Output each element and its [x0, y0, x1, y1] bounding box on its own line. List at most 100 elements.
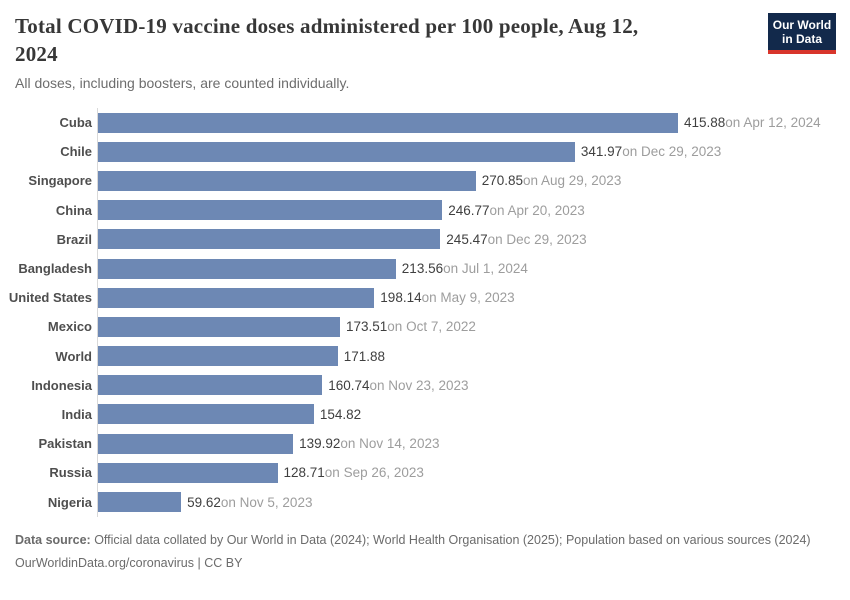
bar[interactable] [98, 170, 476, 191]
category-label: Bangladesh [18, 261, 92, 277]
category-label: Cuba [59, 115, 93, 131]
bar-area: 139.92on Nov 14, 2023 [97, 429, 850, 459]
bar[interactable] [98, 375, 323, 396]
chart-row: China 246.77on Apr 20, 2023 [0, 195, 850, 225]
value-label: 171.88 [344, 349, 385, 364]
value-number: 245.47 [446, 231, 488, 247]
value-date: on Nov 23, 2023 [369, 377, 469, 393]
bar[interactable] [98, 316, 340, 337]
value-date: on Sep 26, 2023 [324, 465, 424, 481]
chart-row: Mexico 173.51on Oct 7, 2022 [0, 312, 850, 342]
bar[interactable] [98, 404, 314, 425]
value-date: on Oct 7, 2022 [387, 319, 476, 335]
owid-logo[interactable]: Our World in Data [768, 13, 836, 54]
bar[interactable] [98, 433, 294, 454]
value-number: 171.88 [343, 348, 385, 364]
category-label: United States [8, 290, 92, 306]
chart-row: Chile 341.97on Dec 29, 2023 [0, 137, 850, 167]
value-date: on Aug 29, 2023 [522, 173, 622, 189]
category-label: Russia [49, 465, 92, 481]
value-number: 341.97 [580, 144, 623, 160]
bar[interactable] [98, 462, 278, 483]
chart-title: Total COVID-19 vaccine doses administere… [15, 12, 760, 68]
chart-row: Pakistan 139.92on Nov 14, 2023 [0, 429, 850, 459]
value-label: 160.74on Nov 23, 2023 [328, 378, 468, 393]
value-number: 128.71 [283, 465, 325, 481]
value-date: on Nov 14, 2023 [340, 436, 440, 452]
chart-row: India 154.82 [0, 399, 850, 430]
footer-links: OurWorldinData.org/coronavirus | CC BY [15, 555, 840, 572]
value-number: 173.51 [346, 319, 388, 335]
category-label: China [55, 202, 92, 218]
bar[interactable] [98, 492, 182, 513]
data-source-label: Data source: [15, 533, 91, 547]
chart-row: Singapore 270.85on Aug 29, 2023 [0, 166, 850, 196]
chart-row: United States 198.14on May 9, 2023 [0, 283, 850, 313]
value-label: 246.77on Apr 20, 2023 [448, 203, 585, 218]
category-label: Mexico [47, 319, 92, 335]
chart-row: Brazil 245.47on Dec 29, 2023 [0, 224, 850, 254]
license-label: CC BY [204, 556, 243, 570]
data-source-text: Official data collated by Our World in D… [90, 533, 811, 547]
bar[interactable] [98, 287, 375, 308]
chart-subtitle: All doses, including boosters, are count… [15, 75, 350, 91]
category-label: Indonesia [31, 377, 92, 393]
value-label: 341.97on Dec 29, 2023 [581, 144, 721, 159]
value-number: 198.14 [380, 290, 422, 306]
bar-area: 198.14on May 9, 2023 [97, 283, 850, 313]
value-label: 128.71on Sep 26, 2023 [284, 465, 424, 480]
value-number: 246.77 [448, 202, 490, 218]
bar-area: 173.51on Oct 7, 2022 [97, 312, 850, 342]
value-label: 245.47on Dec 29, 2023 [446, 232, 586, 247]
bar-area: 341.97on Dec 29, 2023 [97, 137, 850, 167]
bar-area: 154.82 [97, 399, 850, 430]
value-label: 173.51on Oct 7, 2022 [346, 319, 476, 334]
value-label: 139.92on Nov 14, 2023 [299, 436, 439, 451]
chart-row: Cuba 415.88on Apr 12, 2024 [0, 108, 850, 138]
value-number: 213.56 [401, 261, 444, 277]
bar[interactable] [98, 112, 678, 133]
bar[interactable] [98, 229, 441, 250]
owid-logo-line2: in Data [781, 31, 822, 46]
chart-footer: Data source: Official data collated by O… [15, 532, 840, 572]
value-date: on Jul 1, 2024 [443, 261, 528, 277]
bar-area: 160.74on Nov 23, 2023 [97, 370, 850, 400]
bar-area: 171.88 [97, 341, 850, 371]
bar[interactable] [98, 200, 443, 221]
category-label: Chile [60, 144, 92, 160]
value-number: 270.85 [481, 173, 523, 189]
value-label: 270.85on Aug 29, 2023 [482, 173, 622, 188]
chart-row: Bangladesh 213.56on Jul 1, 2024 [0, 253, 850, 284]
owid-logo-line1: Our World [772, 17, 832, 32]
chart-row: Russia 128.71on Sep 26, 2023 [0, 458, 850, 488]
category-label: Brazil [56, 231, 92, 247]
chart-title-line1: Total COVID-19 vaccine doses administere… [15, 14, 639, 38]
value-date: on Dec 29, 2023 [487, 231, 587, 247]
owid-coronavirus-link[interactable]: OurWorldinData.org/coronavirus [15, 556, 195, 570]
bar-area: 213.56on Jul 1, 2024 [97, 253, 850, 284]
bar-area: 245.47on Dec 29, 2023 [97, 224, 850, 254]
footer-separator: | [194, 556, 205, 570]
value-label: 154.82 [320, 407, 361, 422]
bar-area: 59.62on Nov 5, 2023 [97, 487, 850, 517]
value-label: 213.56on Jul 1, 2024 [402, 261, 528, 276]
bar[interactable] [98, 258, 396, 279]
value-number: 139.92 [299, 436, 341, 452]
bar[interactable] [98, 346, 338, 367]
bar[interactable] [98, 141, 575, 162]
chart-title-line2: 2024 [15, 42, 58, 66]
chart-row: World 171.88 [0, 341, 850, 371]
value-date: on Apr 20, 2023 [489, 202, 585, 218]
value-number: 415.88 [684, 115, 726, 131]
category-label: Pakistan [38, 436, 92, 452]
value-date: on Apr 12, 2024 [725, 115, 821, 131]
category-label: Singapore [28, 173, 92, 189]
value-label: 415.88on Apr 12, 2024 [684, 115, 821, 130]
bar-area: 415.88on Apr 12, 2024 [97, 108, 850, 138]
value-number: 160.74 [328, 377, 370, 393]
bar-area: 270.85on Aug 29, 2023 [97, 166, 850, 196]
value-date: on Nov 5, 2023 [220, 494, 313, 510]
value-date: on Dec 29, 2023 [622, 144, 722, 160]
bar-area: 128.71on Sep 26, 2023 [97, 458, 850, 488]
